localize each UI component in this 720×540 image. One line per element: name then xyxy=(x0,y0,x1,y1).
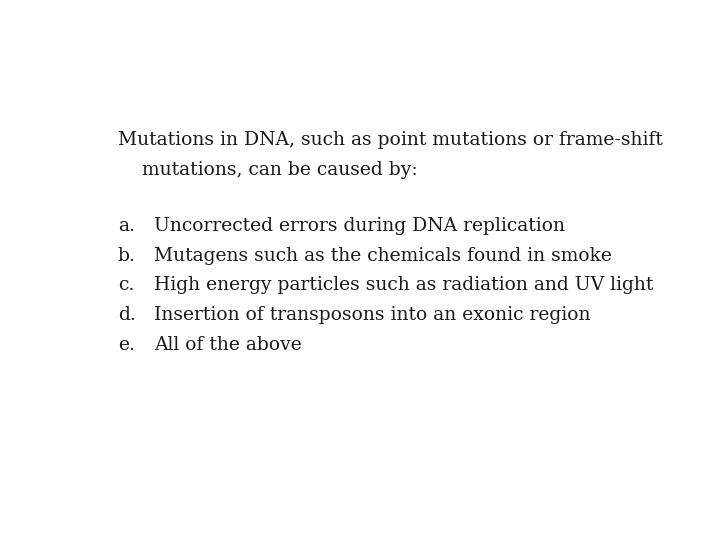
Text: b.: b. xyxy=(118,246,136,265)
Text: c.: c. xyxy=(118,276,134,294)
Text: High energy particles such as radiation and UV light: High energy particles such as radiation … xyxy=(154,276,654,294)
Text: Insertion of transposons into an exonic region: Insertion of transposons into an exonic … xyxy=(154,306,590,325)
Text: Mutagens such as the chemicals found in smoke: Mutagens such as the chemicals found in … xyxy=(154,246,612,265)
Text: mutations, can be caused by:: mutations, can be caused by: xyxy=(118,161,418,179)
Text: d.: d. xyxy=(118,306,135,325)
Text: Mutations in DNA, such as point mutations or frame-shift: Mutations in DNA, such as point mutation… xyxy=(118,131,663,150)
Text: All of the above: All of the above xyxy=(154,336,302,354)
Text: a.: a. xyxy=(118,217,135,234)
Text: e.: e. xyxy=(118,336,135,354)
Text: Uncorrected errors during DNA replication: Uncorrected errors during DNA replicatio… xyxy=(154,217,565,234)
